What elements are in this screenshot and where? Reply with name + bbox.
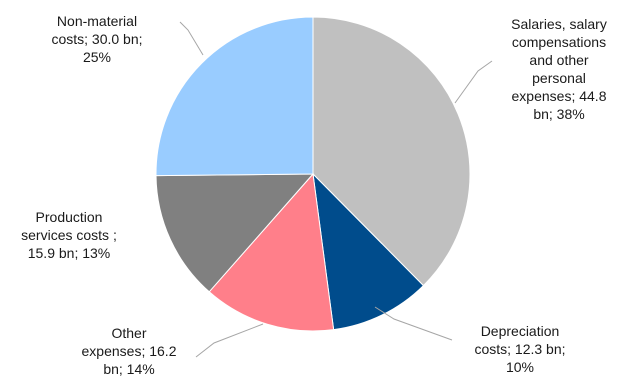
slice-non-material (155, 16, 314, 177)
slice-label-non-material: Non-material costs; 30.0 bn; 25% (51, 13, 143, 65)
slice-label-other-expenses: Other expenses; 16.2 bn; 14% (81, 325, 177, 377)
leader-line-non-material (179, 21, 204, 56)
leader-line-other-expenses (195, 323, 264, 358)
slice-other-expenses (208, 172, 335, 332)
leader-line-salaries (454, 60, 493, 104)
slice-label-depreciation: Depreciation costs; 12.3 bn; 10% (474, 323, 566, 375)
slice-depreciation (312, 172, 425, 331)
pie-slices (155, 16, 471, 332)
leader-lines (179, 21, 493, 358)
slice-production-services (155, 173, 315, 293)
leader-line-depreciation (374, 306, 453, 341)
slice-salaries (312, 16, 471, 287)
slice-label-production-services: Production services costs ; 15.9 bn; 13% (21, 209, 117, 261)
slice-label-salaries: Salaries, salary compensations and other… (511, 16, 607, 122)
